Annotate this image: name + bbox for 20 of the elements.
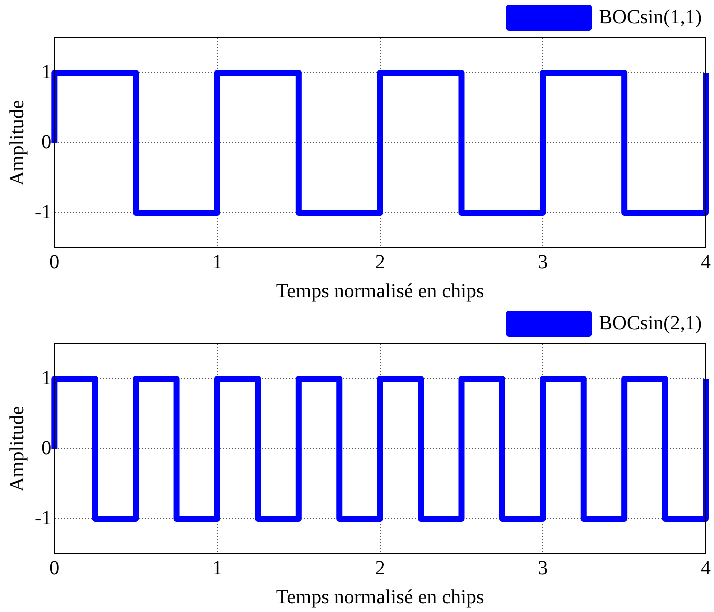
y-tick-label: 0 <box>42 131 52 154</box>
x-tick-label: 1 <box>212 557 222 580</box>
x-tick-label: 2 <box>375 251 386 274</box>
legend-label: BOCsin(2,1) <box>599 312 702 334</box>
y-tick-label: 0 <box>42 437 52 460</box>
y-axis-title: Amplitude <box>6 100 28 186</box>
x-tick-label: 2 <box>375 557 386 580</box>
y-tick-label: 1 <box>42 367 52 390</box>
y-axis-title: Amplitude <box>6 406 28 492</box>
x-tick-label: 3 <box>538 557 548 580</box>
x-axis-title: Temps normalisé en chips <box>276 586 485 608</box>
y-tick-label: -1 <box>34 507 52 530</box>
y-tick-label: 1 <box>42 61 52 84</box>
x-tick-label: 4 <box>701 557 711 580</box>
legend-label: BOCsin(1,1) <box>599 6 702 28</box>
x-tick-label: 4 <box>701 251 711 274</box>
x-tick-label: 3 <box>538 251 548 274</box>
x-axis-title: Temps normalisé en chips <box>276 280 485 302</box>
x-tick-label: 1 <box>212 251 222 274</box>
y-tick-label: -1 <box>34 201 52 224</box>
